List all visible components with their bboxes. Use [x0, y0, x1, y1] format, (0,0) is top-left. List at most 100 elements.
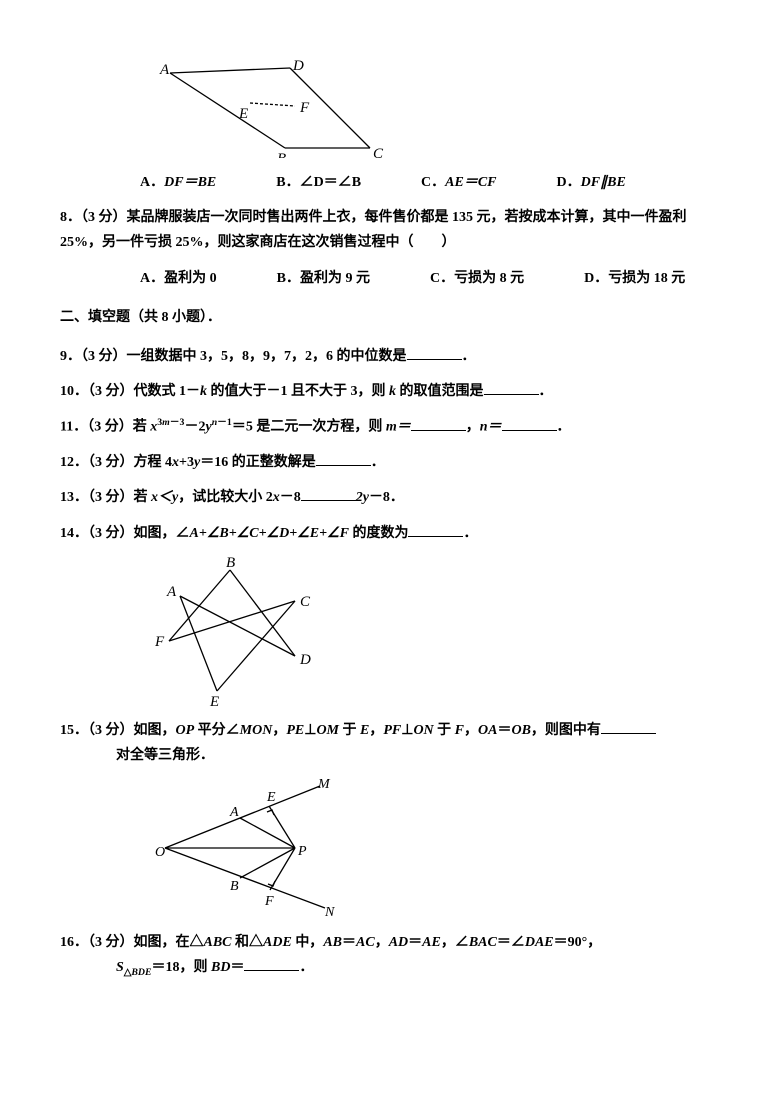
q13-x: x	[273, 490, 280, 505]
q8-option-c: C．亏损为 8 元	[430, 266, 524, 291]
svg-text:E: E	[266, 790, 276, 805]
q14-prefix: 14．（3 分）	[60, 526, 134, 541]
q11-mid: 是二元一次方程，则	[253, 420, 386, 435]
q15-prefix: 15．（3 分）	[60, 723, 134, 738]
q8-opt-a-text: 盈利为 0	[164, 271, 217, 286]
svg-text:D: D	[299, 652, 311, 668]
q10-k2: k	[389, 384, 396, 399]
q9-text-before: 一组数据中 3，5，8，9，7，2，6 的中位数是	[127, 349, 407, 364]
svg-text:C: C	[300, 594, 311, 610]
svg-text:A: A	[229, 805, 239, 820]
svg-text:P: P	[297, 844, 307, 859]
q11-blank-m	[411, 416, 466, 431]
q10-k1: k	[200, 384, 207, 399]
q8-prefix: 8．（3 分）	[60, 210, 127, 225]
q8-text: 某品牌服装店一次同时售出两件上衣，每件售价都是 135 元，若按成本计算，其中一…	[60, 210, 687, 250]
q10-mid2: 的取值范围是	[396, 384, 484, 399]
svg-text:O: O	[155, 845, 165, 860]
q13-y2: 2y	[356, 490, 369, 505]
q15: 15．（3 分）如图，OP 平分∠MON，PE⊥OM 于 E，PF⊥ON 于 F…	[60, 718, 720, 768]
q13-before: 若	[134, 490, 152, 505]
q11-sep: ，	[466, 420, 480, 435]
q11-before: 若	[133, 420, 151, 435]
q7-option-c: C．AE＝CF	[421, 170, 496, 195]
q14-mid: 的度数为	[349, 526, 409, 541]
q7-svg: A D E F B C	[155, 58, 390, 158]
q11-m-label: m＝	[386, 420, 411, 435]
q16-blank	[244, 956, 299, 971]
q11-blank-n	[502, 416, 557, 431]
q13-prefix: 13．（3 分）	[60, 490, 134, 505]
svg-text:C: C	[373, 146, 384, 158]
q8-opt-c-text: 亏损为 8 元	[454, 271, 524, 286]
q12-plus: +3	[179, 455, 194, 470]
q14-figure: B C D E F A	[155, 556, 720, 706]
q13-m2: －8．	[369, 490, 404, 505]
q11-prefix: 11．（3 分）	[60, 420, 133, 435]
q14-svg: B C D E F A	[155, 556, 325, 706]
q16-prefix: 16．（3 分）	[60, 935, 134, 950]
svg-text:B: B	[226, 556, 235, 571]
q14: 14．（3 分）如图，∠A+∠B+∠C+∠D+∠E+∠F 的度数为 ．	[60, 521, 720, 546]
q10-before: 代数式 1－	[134, 384, 201, 399]
svg-text:F: F	[264, 894, 274, 909]
q15-figure: O M N P A B E F	[155, 778, 720, 918]
q16-line1: 如图，在△ABC 和△ADE 中，AB＝AC，AD＝AE，∠BAC＝∠DAE＝9…	[134, 935, 602, 950]
q12-eq: ＝16 的正整数解是	[200, 455, 316, 470]
q15-blank	[601, 719, 656, 734]
svg-text:M: M	[317, 778, 331, 792]
q10-mid1: 的值大于－1 且不大于 3，则	[207, 384, 389, 399]
q10-prefix: 10．（3 分）	[60, 384, 134, 399]
q9: 9．（3 分）一组数据中 3，5，8，9，7，2，6 的中位数是 ．	[60, 344, 720, 369]
q7-opt-a-text: DF＝BE	[164, 175, 216, 190]
q7-option-d: D．DF∥BE	[557, 170, 626, 195]
svg-text:B: B	[230, 879, 239, 894]
q12-before: 方程 4	[134, 455, 173, 470]
q8-opt-b-text: 盈利为 9 元	[300, 271, 370, 286]
q16: 16．（3 分）如图，在△ABC 和△ADE 中，AB＝AC，AD＝AE，∠BA…	[60, 930, 720, 982]
q14-before: 如图，∠	[134, 526, 190, 541]
svg-text:N: N	[324, 905, 335, 918]
q13-blank	[301, 486, 356, 501]
svg-text:A: A	[159, 62, 170, 78]
svg-text:F: F	[299, 100, 310, 116]
q8: 8．（3 分）某品牌服装店一次同时售出两件上衣，每件售价都是 135 元，若按成…	[60, 205, 720, 255]
q13-mid: ，试比较大小 2	[178, 490, 273, 505]
q14-angles: A+∠B+∠C+∠D+∠E+∠F	[190, 526, 349, 541]
q13-xy: x＜y	[151, 490, 178, 505]
q13-m1: －8	[280, 490, 301, 505]
q12-prefix: 12．（3 分）	[60, 455, 134, 470]
q12-x: x	[172, 455, 179, 470]
q9-text-after: ．	[462, 349, 476, 364]
q15-line1: 如图，OP 平分∠MON，PE⊥OM 于 E，PF⊥ON 于 F，OA＝OB，则…	[134, 723, 601, 738]
section2-title: 二、填空题（共 8 小题）．	[60, 305, 720, 330]
svg-text:F: F	[155, 634, 165, 650]
q11-after: ．	[557, 420, 571, 435]
q10: 10．（3 分）代数式 1－k 的值大于－1 且不大于 3，则 k 的取值范围是…	[60, 379, 720, 404]
q12: 12．（3 分）方程 4x+3y＝16 的正整数解是．	[60, 450, 720, 475]
q16-line2: S△BDE＝18，则 BD＝．	[60, 955, 720, 981]
q7-options: A．DF＝BE B．∠D＝∠B C．AE＝CF D．DF∥BE	[140, 170, 720, 195]
q13: 13．（3 分）若 x＜y，试比较大小 2x－8 2y－8．	[60, 485, 720, 510]
q9-blank	[407, 345, 462, 360]
q10-blank	[484, 380, 539, 395]
q8-option-a: A．盈利为 0	[140, 266, 217, 291]
q14-after: ．	[463, 526, 477, 541]
q7-option-a: A．DF＝BE	[140, 170, 216, 195]
q8-options: A．盈利为 0 B．盈利为 9 元 C．亏损为 8 元 D．亏损为 18 元	[140, 266, 720, 291]
q8-option-b: B．盈利为 9 元	[277, 266, 370, 291]
q7-figure: A D E F B C	[155, 58, 720, 158]
q8-opt-d-text: 亏损为 18 元	[608, 271, 685, 286]
q14-blank	[408, 522, 463, 537]
q11: 11．（3 分）若 x3m－3－2yn－1＝5 是二元一次方程，则 m＝，n＝．	[60, 414, 720, 440]
q12-after: ．	[371, 455, 385, 470]
svg-text:A: A	[166, 584, 177, 600]
q7-opt-c-text: AE＝CF	[445, 175, 496, 190]
q7-option-b: B．∠D＝∠B	[276, 170, 361, 195]
svg-text:E: E	[238, 106, 248, 122]
q7-opt-d-text: DF∥BE	[581, 175, 626, 190]
q9-prefix: 9．（3 分）	[60, 349, 127, 364]
q15-line2: 对全等三角形．	[60, 743, 720, 768]
svg-text:B: B	[277, 151, 286, 158]
q12-blank	[316, 451, 371, 466]
